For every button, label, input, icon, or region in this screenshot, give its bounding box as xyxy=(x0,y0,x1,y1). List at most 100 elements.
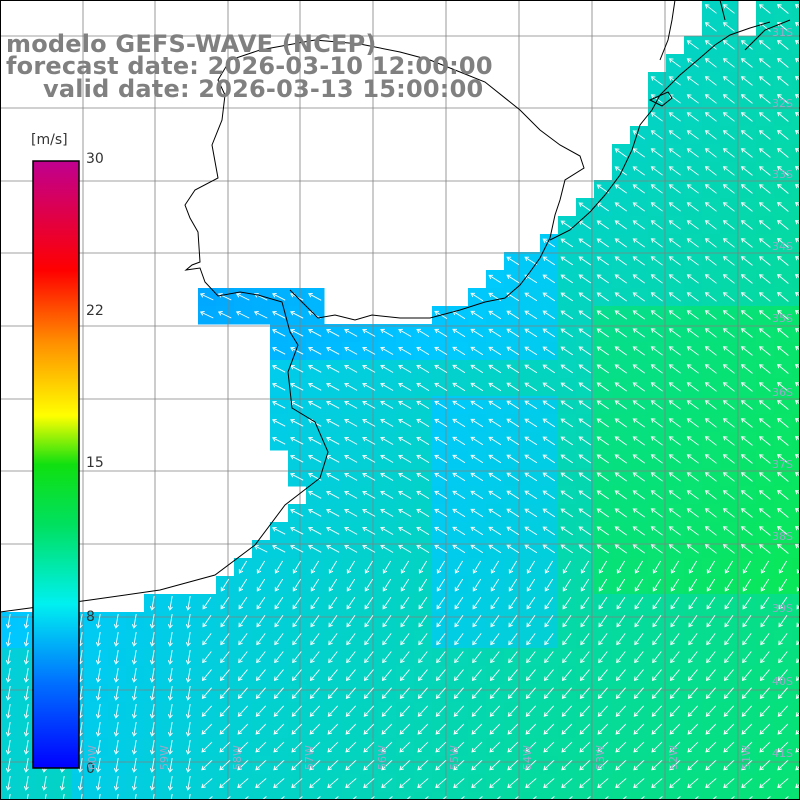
wind-arrow xyxy=(758,4,771,14)
wind-arrow xyxy=(668,274,681,284)
wind-arrow xyxy=(633,687,644,699)
wind-arrow xyxy=(452,454,466,464)
wind-arrow xyxy=(149,632,155,647)
wind-arrow xyxy=(669,687,680,699)
wind-arrow xyxy=(616,633,626,646)
wind-arrow xyxy=(5,722,11,737)
wind-arrow xyxy=(261,796,267,800)
wind-arrow xyxy=(80,794,83,800)
wind-arrow xyxy=(113,614,119,629)
wind-arrow xyxy=(167,596,173,611)
wind-arrow xyxy=(776,219,789,230)
wind-arrow xyxy=(706,633,716,646)
wind-arrow xyxy=(436,633,446,646)
wind-arrow xyxy=(740,76,753,86)
wind-arrow xyxy=(526,615,536,628)
wind-arrow xyxy=(686,544,699,554)
wind-arrow xyxy=(614,400,627,410)
colorbar-tick-30: 30 xyxy=(86,151,104,167)
wind-arrow xyxy=(580,560,589,574)
wind-arrow xyxy=(778,633,788,646)
wind-arrow xyxy=(290,346,304,355)
wind-arrow xyxy=(362,490,376,499)
wind-arrow xyxy=(758,148,771,158)
wind-arrow xyxy=(742,596,752,610)
wind-arrow xyxy=(327,759,339,771)
wind-arrow xyxy=(434,364,448,373)
wind-arrow xyxy=(686,76,699,86)
wind-arrow xyxy=(650,544,663,554)
wind-speed-cell xyxy=(792,720,800,739)
wind-arrow xyxy=(167,722,173,737)
wind-arrow xyxy=(219,778,231,789)
wind-arrow xyxy=(44,794,47,800)
wind-arrow xyxy=(333,796,339,800)
wind-arrow xyxy=(686,184,699,194)
wind-arrow xyxy=(149,686,155,701)
wind-arrow xyxy=(614,184,627,194)
wind-arrow xyxy=(256,615,266,628)
wind-arrow xyxy=(704,490,717,500)
lat-label: 31S xyxy=(772,26,793,39)
wind-arrow xyxy=(513,796,519,800)
wind-arrow xyxy=(795,783,800,789)
wind-arrow xyxy=(220,615,230,628)
wind-arrow xyxy=(346,560,355,574)
wind-arrow xyxy=(705,723,717,735)
wind-arrow xyxy=(506,346,520,356)
wind-arrow xyxy=(668,238,681,248)
wind-arrow xyxy=(722,382,735,392)
wind-arrow xyxy=(23,614,29,629)
wind-arrow xyxy=(686,94,699,104)
wind-speed-cell xyxy=(792,126,800,145)
wind-arrow xyxy=(596,364,609,374)
wind-arrow xyxy=(542,454,556,464)
wind-arrow xyxy=(758,346,771,356)
wind-arrow xyxy=(632,184,645,194)
wind-arrow xyxy=(490,633,500,646)
lon-label: 58W xyxy=(231,745,244,770)
wind-arrow xyxy=(470,436,484,446)
wind-arrow xyxy=(758,544,771,554)
wind-arrow xyxy=(722,400,735,410)
title-forecast-date: forecast date: 2026-03-10 12:00:00 xyxy=(6,52,493,80)
wind-arrow xyxy=(382,560,391,574)
wind-arrow xyxy=(632,220,645,230)
wind-arrow xyxy=(290,526,304,535)
wind-arrow xyxy=(308,490,322,499)
wind-arrow xyxy=(614,526,627,536)
wind-arrow xyxy=(758,508,771,518)
wind-arrow xyxy=(489,723,501,735)
wind-arrow xyxy=(722,220,735,230)
wind-arrow xyxy=(508,651,518,664)
wind-arrow xyxy=(238,596,248,610)
wind-arrow xyxy=(488,364,502,374)
wind-arrow xyxy=(272,526,286,535)
wind-arrow xyxy=(794,183,800,189)
wind-arrow xyxy=(650,112,663,122)
wind-arrow xyxy=(380,436,394,445)
wind-arrow xyxy=(273,759,285,771)
wind-arrow xyxy=(543,723,555,735)
wind-arrow xyxy=(326,364,340,373)
wind-arrow xyxy=(417,723,429,735)
wind-arrow xyxy=(417,778,429,789)
wind-arrow xyxy=(597,741,609,753)
wind-arrow xyxy=(219,669,230,682)
wind-arrow xyxy=(740,364,753,374)
wind-arrow xyxy=(470,346,484,356)
wind-arrow xyxy=(416,544,430,553)
wind-arrow xyxy=(615,705,627,717)
wind-arrow xyxy=(185,596,191,611)
wind-arrow xyxy=(290,400,304,409)
wind-arrow xyxy=(794,111,800,117)
wind-arrow xyxy=(290,508,304,517)
wind-arrow xyxy=(308,400,322,409)
wind-arrow xyxy=(614,472,627,482)
wind-arrow xyxy=(596,274,609,284)
wind-arrow xyxy=(364,633,374,646)
wind-arrow xyxy=(508,596,518,610)
wind-arrow xyxy=(452,490,466,500)
